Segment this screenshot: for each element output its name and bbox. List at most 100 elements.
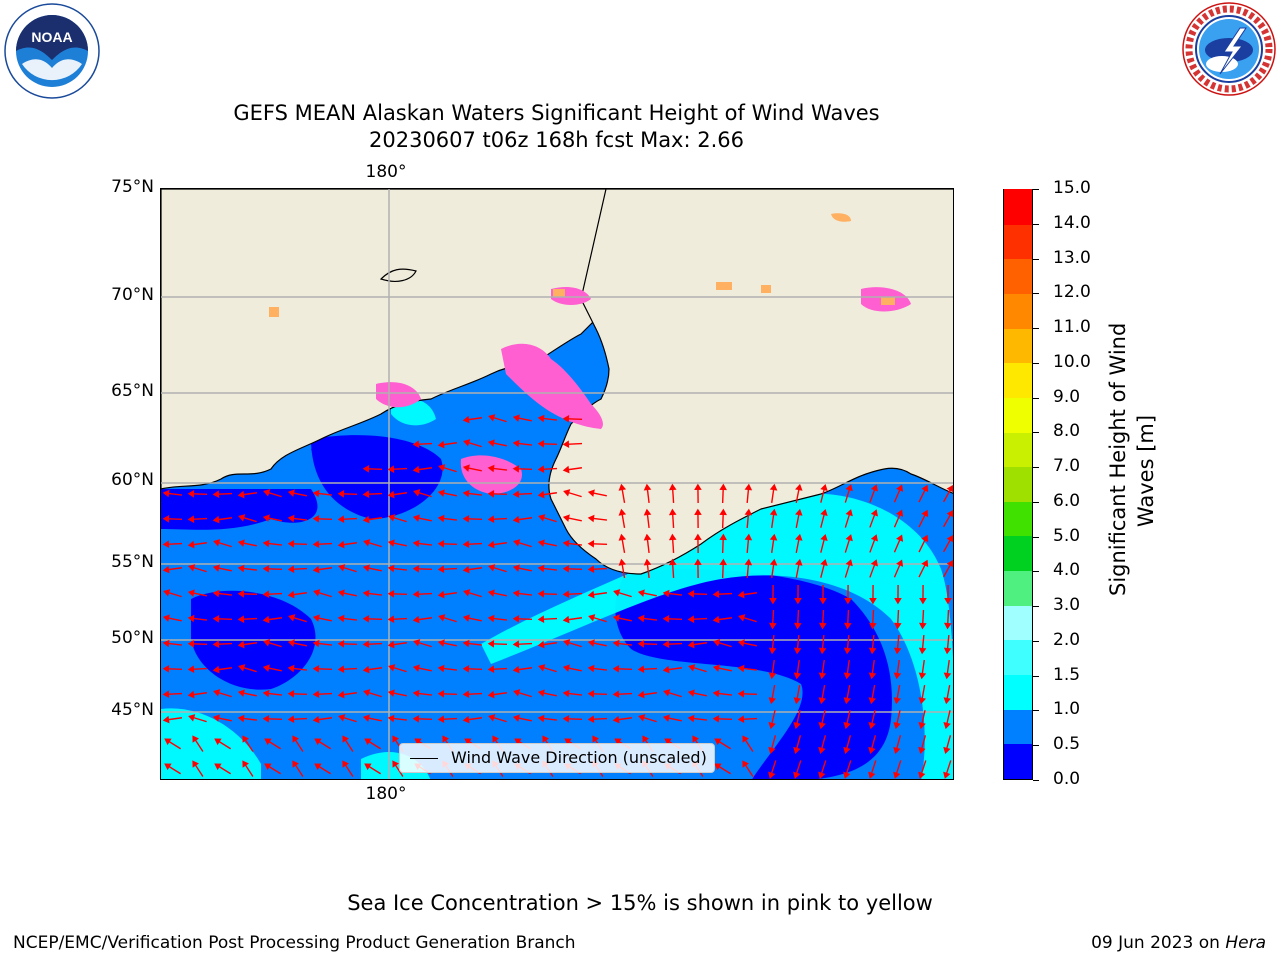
wave-direction-arrowhead <box>662 640 670 649</box>
wave-direction-arrowhead <box>212 640 220 649</box>
wave-direction-arrowhead <box>487 589 495 597</box>
wave-direction-arrowhead <box>744 483 753 491</box>
wave-direction-arrowhead <box>387 714 395 723</box>
wave-direction-arrowhead <box>362 615 370 623</box>
wave-direction-arrowhead <box>918 647 927 655</box>
wave-direction-arrowhead <box>537 640 545 649</box>
wave-direction-arrowhead <box>162 665 170 673</box>
wave-direction-arrowhead <box>737 715 745 724</box>
wave-direction-arrowhead <box>587 690 595 698</box>
colorbar-tick-label: 0.5 <box>1053 734 1081 755</box>
wave-direction-arrowhead <box>818 746 826 754</box>
colorbar-title: Significant Height of Wind Waves [m] <box>1104 323 1160 596</box>
wave-direction-arrowhead <box>694 533 702 541</box>
wave-direction-arrowhead <box>742 760 750 768</box>
wave-direction-arrowhead <box>893 722 901 730</box>
wave-direction-arrowhead <box>437 514 445 523</box>
wave-direction-arrowhead <box>742 735 750 743</box>
colorbar <box>1003 188 1033 780</box>
wave-direction-arrowhead <box>870 509 878 517</box>
wave-direction-arrowhead <box>487 490 495 498</box>
wave-direction-arrowhead <box>562 590 570 599</box>
nws-logo <box>1180 0 1278 98</box>
wave-direction-arrowhead <box>587 590 595 599</box>
wave-direction-arrowhead <box>562 514 570 522</box>
wave-direction-arrowhead <box>587 664 595 673</box>
wave-direction-arrowhead <box>412 664 420 672</box>
wave-direction-arrowhead <box>820 558 828 567</box>
colorbar-tick-mark <box>1033 745 1039 747</box>
wave-direction-arrowhead <box>287 690 295 698</box>
wave-direction-arrowhead <box>562 465 570 474</box>
colorbar-segment <box>1004 431 1032 468</box>
wave-direction-arrowhead <box>437 690 445 698</box>
wave-direction-arrowhead <box>793 771 801 779</box>
wave-direction-arrowhead <box>387 590 395 598</box>
wave-direction-arrowhead <box>712 590 720 599</box>
wave-direction-arrowhead <box>464 738 472 746</box>
wave-direction-arrowhead <box>212 714 220 722</box>
wave-direction-arrowhead <box>412 440 420 449</box>
wave-direction-arrowhead <box>612 715 620 724</box>
wave-direction-arrowhead <box>819 597 827 605</box>
colorbar-tick-label: 0.0 <box>1053 769 1081 789</box>
wave-direction-arrowhead <box>262 539 270 548</box>
wave-direction-arrowhead <box>638 714 646 722</box>
wave-direction-arrowhead <box>562 565 570 573</box>
wave-direction-arrowhead <box>162 540 170 549</box>
wave-direction-arrowhead <box>312 614 320 622</box>
land-masses <box>161 189 953 575</box>
wave-direction-arrowhead <box>643 508 652 516</box>
wave-direction-arrowhead <box>587 514 595 523</box>
wave-direction-arrowhead <box>637 589 645 597</box>
wave-direction-arrowhead <box>946 534 953 543</box>
wave-direction-arrowhead <box>392 760 400 768</box>
wave-direction-arrowhead <box>412 715 420 723</box>
wave-direction-arrowhead <box>212 490 220 499</box>
wave-direction-arrowhead <box>587 715 595 724</box>
colorbar-tick-label: 10.0 <box>1053 351 1091 372</box>
wave-direction-arrowhead <box>237 539 245 547</box>
wave-direction-arrowhead <box>738 614 746 622</box>
wave-direction-arrowhead <box>287 639 295 647</box>
wave-direction-arrowhead <box>312 690 320 699</box>
wave-direction-arrowhead <box>288 614 296 622</box>
wave-direction-arrowhead <box>795 483 803 491</box>
wave-direction-arrowhead <box>462 489 470 498</box>
colorbar-segment <box>1004 604 1032 641</box>
wave-direction-arrowhead <box>893 647 902 655</box>
wave-direction-arrowhead <box>192 735 200 743</box>
run-host: Hera <box>1225 933 1266 953</box>
wave-direction-arrowhead <box>187 490 195 498</box>
wave-direction-arrowhead <box>437 440 445 449</box>
legend-line-icon <box>410 758 438 759</box>
wave-direction-arrowhead <box>618 508 627 516</box>
wave-direction-arrowhead <box>487 464 495 473</box>
wave-direction-arrowhead <box>918 622 927 630</box>
wave-direction-arrowhead <box>818 722 826 730</box>
wave-direction-arrowhead <box>943 647 952 655</box>
wave-direction-arrowhead <box>896 534 904 542</box>
wave-direction-arrowhead <box>687 714 695 723</box>
wave-direction-arrowhead <box>462 639 470 648</box>
noaa-logo-text: NOAA <box>31 29 72 45</box>
wave-direction-arrowhead <box>237 615 245 624</box>
wave-direction-arrowhead <box>512 714 520 722</box>
wave-direction-arrowhead <box>612 690 620 699</box>
wave-direction-arrowhead <box>413 489 421 497</box>
wave-direction-arrowhead <box>943 722 951 730</box>
wave-direction-arrowhead <box>362 640 370 649</box>
colorbar-tick-label: 11.0 <box>1053 317 1091 338</box>
wave-direction-arrowhead <box>462 614 470 622</box>
wave-direction-arrowhead <box>918 722 926 730</box>
wave-direction-arrowhead <box>918 771 926 779</box>
chart-subtitle: 20230607 t06z 168h fcst Max: 2.66 <box>369 128 744 152</box>
colorbar-segment <box>1004 743 1032 779</box>
wave-direction-arrowhead <box>163 589 171 597</box>
wave-direction-arrowhead <box>462 565 470 574</box>
wave-direction-arrowhead <box>362 465 370 473</box>
wave-direction-arrowhead <box>562 689 570 698</box>
wave-direction-arrowhead <box>187 614 195 623</box>
wave-direction-arrowhead <box>843 697 852 705</box>
wave-direction-arrowhead <box>512 640 520 649</box>
